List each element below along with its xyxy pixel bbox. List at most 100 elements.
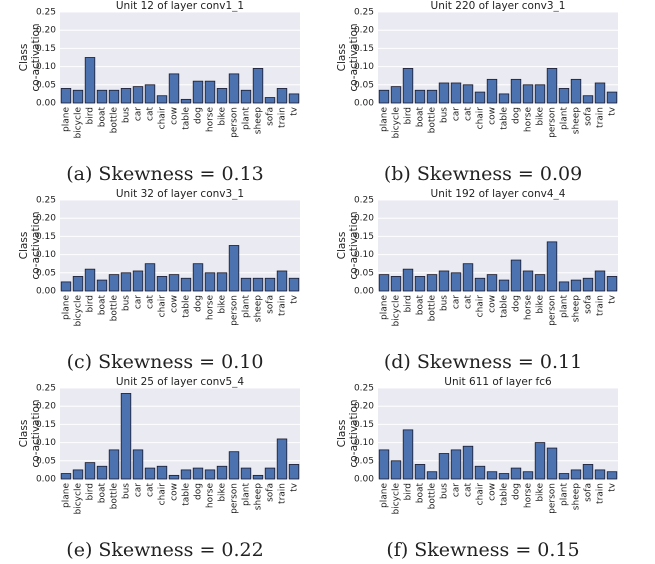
x-tick-label: dog <box>512 295 522 312</box>
y-tick-label: 0.20 <box>354 26 374 36</box>
x-tick-label: dog <box>194 295 204 312</box>
y-axis-label: co-activation <box>348 399 360 467</box>
bar <box>168 474 180 480</box>
bar <box>390 86 402 104</box>
bar <box>84 57 96 104</box>
x-tick-label: bird <box>86 295 96 312</box>
x-tick-label: bus <box>122 295 132 311</box>
bar <box>462 84 474 104</box>
bar <box>594 469 606 480</box>
x-tick-label: bus <box>122 107 132 123</box>
x-tick-label: dog <box>194 483 204 500</box>
y-tick-label: 0.10 <box>354 250 374 260</box>
bar <box>378 89 390 104</box>
x-tick-label: cat <box>464 483 474 497</box>
y-tick-label: 0.00 <box>354 99 374 109</box>
x-tick-label: train <box>596 107 606 128</box>
bar <box>498 279 510 292</box>
x-tick-label: dog <box>512 483 522 500</box>
x-tick-label: table <box>500 295 510 318</box>
caption: (c) Skewness = 0.10 <box>67 351 264 373</box>
x-tick-label: boat <box>98 483 108 504</box>
bar <box>414 276 426 292</box>
x-tick-label: bird <box>404 483 414 500</box>
x-tick-label: bus <box>440 295 450 311</box>
bar <box>390 460 402 480</box>
x-tick-label: bird <box>404 295 414 312</box>
bar <box>570 469 582 480</box>
x-tick-label: person <box>230 295 240 326</box>
bar <box>84 462 96 480</box>
x-tick-label: bird <box>86 483 96 500</box>
plot-area <box>60 388 300 479</box>
y-tick-label: 0.05 <box>36 268 56 278</box>
bar <box>558 281 570 292</box>
bar <box>144 467 156 480</box>
bar <box>240 89 252 104</box>
bar <box>120 272 132 292</box>
caption: (f) Skewness = 0.15 <box>386 539 579 561</box>
plot-area <box>378 12 618 103</box>
bar <box>216 272 228 292</box>
y-tick-label: 0.10 <box>354 62 374 72</box>
x-tick-label: horse <box>524 483 534 509</box>
x-tick-label: sheep <box>254 295 264 322</box>
x-tick-label: car <box>134 107 144 121</box>
x-tick-label: horse <box>206 107 216 133</box>
x-tick-label: boat <box>416 295 426 316</box>
bar <box>402 68 414 104</box>
x-tick-label: train <box>278 295 288 316</box>
x-tick-label: bike <box>536 107 546 126</box>
bar <box>204 80 216 104</box>
chart-title: Unit 611 of layer fc6 <box>444 376 552 388</box>
bar <box>132 449 144 480</box>
x-tick-label: cow <box>170 107 180 125</box>
plot-area <box>60 12 300 103</box>
plot-area <box>378 200 618 291</box>
x-tick-label: bicycle <box>74 295 84 327</box>
x-tick-label: bicycle <box>392 483 402 515</box>
y-tick-label: 0.25 <box>354 384 374 394</box>
bar <box>120 88 132 104</box>
bar <box>402 429 414 480</box>
x-tick-label: train <box>596 483 606 504</box>
bar <box>510 78 522 104</box>
x-tick-label: tv <box>290 294 300 304</box>
x-tick-label: horse <box>524 107 534 133</box>
y-tick-label: 0.00 <box>36 287 56 297</box>
y-tick-label: 0.10 <box>36 438 56 448</box>
x-tick-label: sofa <box>266 107 276 126</box>
bar <box>144 84 156 104</box>
bar <box>522 471 534 480</box>
bar <box>264 97 276 104</box>
x-tick-label: chair <box>158 483 168 506</box>
x-tick-label: tv <box>608 294 618 304</box>
x-tick-label: cow <box>170 295 180 313</box>
x-tick-label: car <box>452 295 462 309</box>
bar <box>450 272 462 292</box>
x-tick-label: bottle <box>428 483 438 510</box>
x-tick-label: car <box>452 483 462 497</box>
y-tick-label: 0.25 <box>36 8 56 18</box>
x-tick-label: chair <box>476 483 486 506</box>
x-tick-label: tv <box>608 106 618 116</box>
bar <box>84 268 96 292</box>
bar <box>264 277 276 292</box>
bar <box>144 263 156 292</box>
bar <box>462 445 474 480</box>
x-tick-label: sheep <box>572 295 582 322</box>
bar <box>498 473 510 480</box>
y-axis-label: co-activation <box>30 23 42 91</box>
bar <box>522 84 534 104</box>
x-tick-label: bike <box>218 483 228 502</box>
x-tick-label: bicycle <box>74 483 84 515</box>
y-axis-label: co-activation <box>30 399 42 467</box>
y-axis-label: co-activation <box>30 211 42 279</box>
x-tick-label: bottle <box>110 483 120 510</box>
bar <box>546 241 558 292</box>
plot-area <box>378 388 618 479</box>
y-tick-label: 0.25 <box>36 196 56 206</box>
x-tick-label: person <box>548 483 558 514</box>
bar <box>168 274 180 292</box>
